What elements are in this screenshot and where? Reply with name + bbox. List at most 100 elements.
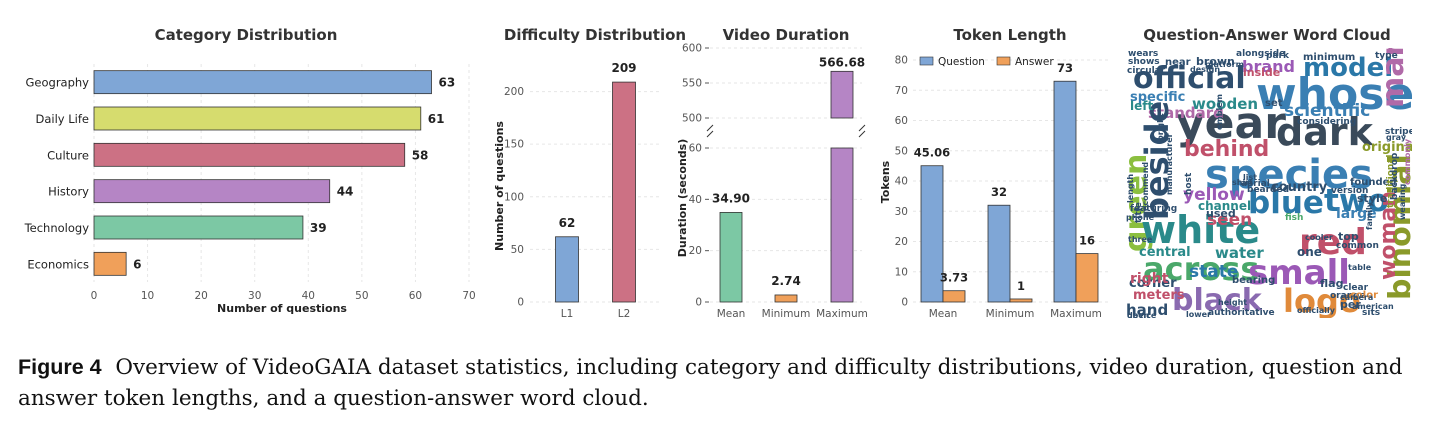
difficulty-bar <box>555 236 579 303</box>
word-cloud-word: yellow <box>1183 185 1245 205</box>
word-cloud-word: corner <box>1129 276 1177 291</box>
word-cloud-word: wooden <box>1192 95 1258 113</box>
word-cloud-word: alongside <box>1236 49 1285 59</box>
token-chart-title: Token Length <box>953 26 1066 44</box>
word-cloud-word: clear <box>1343 283 1369 293</box>
word-cloud-word: length <box>1126 174 1135 203</box>
word-cloud-word: height <box>1218 298 1247 307</box>
word-cloud-word: three <box>1128 235 1153 244</box>
difficulty-y-tick: 200 <box>504 86 524 98</box>
word-cloud-word: model <box>1303 53 1393 83</box>
token-y-tick: 70 <box>895 85 908 97</box>
word-cloud-word: used <box>1206 207 1236 220</box>
word-cloud-word: green <box>1119 154 1154 252</box>
duration-bar-upper <box>830 70 854 119</box>
token-y-tick: 40 <box>895 176 908 188</box>
word-cloud-word: year <box>1176 98 1286 149</box>
word-cloud-word: woman <box>1376 191 1401 280</box>
word-cloud-word: authoritative <box>1208 308 1275 318</box>
word-cloud-word: scientific <box>1284 101 1370 121</box>
word-cloud-word: brown <box>1196 55 1235 68</box>
word-cloud-word: phone <box>1126 213 1155 222</box>
word-cloud-word: man <box>1376 35 1411 108</box>
category-bar <box>93 251 127 276</box>
word-cloud-word: lower <box>1186 310 1211 319</box>
word-cloud-word: emblem <box>1215 94 1224 130</box>
word-cloud-word: red <box>1299 222 1367 263</box>
word-cloud-word: near <box>1165 57 1191 68</box>
word-cloud-word: wears <box>1128 49 1158 59</box>
duration-y-tick: 550 <box>682 78 702 90</box>
figure-caption: Figure 4 Overview of VideoGAIA dataset s… <box>18 352 1428 414</box>
category-x-tick: 40 <box>302 290 315 302</box>
difficulty-chart-title: Difficulty Distribution <box>504 26 686 44</box>
token-bar <box>1075 253 1099 303</box>
word-cloud-word: shows <box>1128 57 1160 67</box>
word-cloud-word: fish <box>1285 213 1303 223</box>
token-bar <box>942 290 966 303</box>
duration-y-tick: 60 <box>689 143 702 155</box>
word-cloud-word: dark <box>1276 110 1374 154</box>
word-cloud-word: official <box>1133 61 1246 96</box>
word-cloud-word: left <box>1130 99 1153 113</box>
word-cloud-word: channel <box>1198 199 1251 213</box>
word-cloud-word: device <box>1127 311 1157 320</box>
category-x-tick: 20 <box>194 290 207 302</box>
token-bar <box>1053 80 1077 303</box>
word-cloud-word: traditional <box>1386 155 1396 208</box>
word-cloud-word: country <box>1271 180 1328 195</box>
duration-x-tick: Mean <box>717 308 746 320</box>
word-cloud-word: central <box>1139 245 1191 260</box>
legend-swatch <box>996 56 1011 66</box>
category-x-tick: 30 <box>248 290 261 302</box>
word-cloud-word: across <box>1143 250 1259 288</box>
axis-break-mark <box>706 124 714 132</box>
category-bar <box>93 215 304 240</box>
word-cloud-word: right <box>1130 271 1169 287</box>
difficulty-chart-ylabel: Number of questions <box>493 121 506 251</box>
duration-bar-value: 2.74 <box>771 274 801 288</box>
category-x-tick: 0 <box>91 290 98 302</box>
duration-bar <box>774 294 798 303</box>
legend-label: Answer <box>1015 56 1054 68</box>
token-y-tick: 60 <box>895 115 908 127</box>
word-cloud-background <box>1124 48 1412 318</box>
category-bar-value: 6 <box>133 257 141 271</box>
word-cloud-word: founded <box>1350 177 1397 188</box>
word-cloud-word: small <box>1248 253 1350 293</box>
duration-y-tick: 20 <box>689 245 702 257</box>
word-cloud-word: bright <box>1156 113 1165 141</box>
word-cloud-word: black <box>1172 283 1263 318</box>
axis-break-mark <box>706 130 714 138</box>
word-cloud-word: seen <box>1207 210 1252 230</box>
word-cloud-word: list <box>1243 173 1257 182</box>
word-cloud-word: title <box>1134 202 1144 223</box>
word-cloud-word: type <box>1375 51 1398 61</box>
category-x-tick: 50 <box>355 290 368 302</box>
word-cloud-word: two <box>1324 183 1389 219</box>
word-cloud-word: considering <box>1297 117 1356 127</box>
category-label: Daily Life <box>36 112 89 126</box>
word-cloud-word: featuring <box>1130 204 1177 214</box>
difficulty-distribution-chart: Difficulty Distribution 62 209 0 50 100 150 2… <box>493 26 686 320</box>
category-bar <box>93 106 422 131</box>
duration-x-tick: Minimum <box>762 308 811 320</box>
token-x-tick: Maximum <box>1050 308 1102 320</box>
word-cloud-word: backdrop <box>1390 152 1400 200</box>
category-bar <box>93 179 331 204</box>
word-cloud-word: recommend <box>1141 162 1150 215</box>
caption-label: Figure 4 <box>18 355 102 379</box>
word-cloud-word: camera <box>1340 293 1373 302</box>
word-cloud-word: sits <box>1362 308 1380 318</box>
token-bar <box>987 204 1011 303</box>
duration-y-tick: 0 <box>695 297 702 309</box>
token-y-tick: 20 <box>895 236 908 248</box>
difficulty-bar <box>612 81 636 303</box>
duration-bar <box>719 212 743 303</box>
word-cloud-word: commonly <box>1403 138 1412 185</box>
difficulty-y-tick: 150 <box>504 139 524 151</box>
word-cloud-word: park <box>1266 51 1290 61</box>
word-cloud-word: gray <box>1386 133 1407 142</box>
word-cloud-word: aerial <box>1241 179 1270 189</box>
duration-chart-ylabel: Duration (seconds) <box>676 139 689 257</box>
